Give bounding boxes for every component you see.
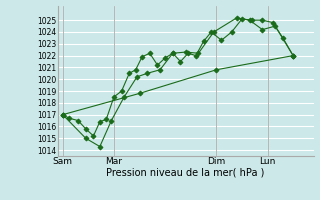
X-axis label: Pression niveau de la mer( hPa ): Pression niveau de la mer( hPa )	[107, 168, 265, 178]
